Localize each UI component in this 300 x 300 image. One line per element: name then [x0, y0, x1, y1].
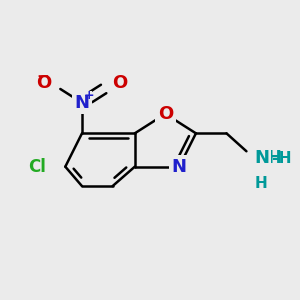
Text: N: N — [74, 94, 89, 112]
Text: O: O — [112, 74, 128, 92]
Text: O: O — [36, 74, 51, 92]
Text: –H: –H — [271, 151, 292, 166]
Text: −: − — [37, 69, 50, 84]
Text: Cl: Cl — [28, 158, 46, 176]
Text: NH: NH — [254, 149, 282, 167]
Text: N: N — [172, 158, 187, 176]
Text: N: N — [254, 149, 269, 167]
Text: H: H — [255, 176, 268, 191]
Text: +: + — [84, 89, 94, 102]
Text: O: O — [158, 105, 173, 123]
